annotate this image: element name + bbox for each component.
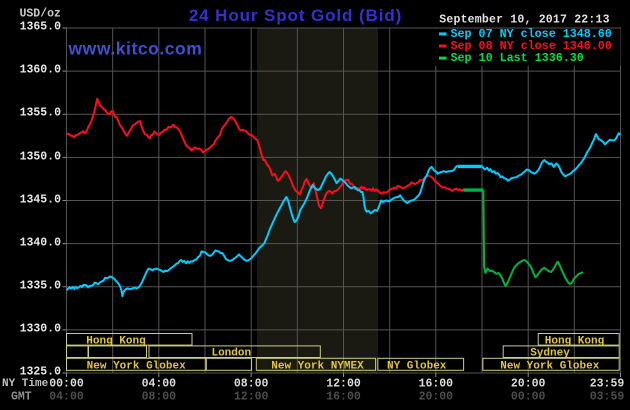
svg-text:London: London (211, 348, 251, 360)
svg-text:Hong Kong: Hong Kong (545, 335, 604, 347)
svg-text:New York Globex: New York Globex (87, 360, 186, 372)
svg-text:New York Globex: New York Globex (500, 360, 599, 372)
svg-text:Hong Kong: Hong Kong (86, 335, 145, 347)
svg-text:New York NYMEX: New York NYMEX (271, 360, 364, 372)
svg-text:NY Globex: NY Globex (387, 360, 447, 372)
svg-text:Sydney: Sydney (530, 348, 570, 360)
